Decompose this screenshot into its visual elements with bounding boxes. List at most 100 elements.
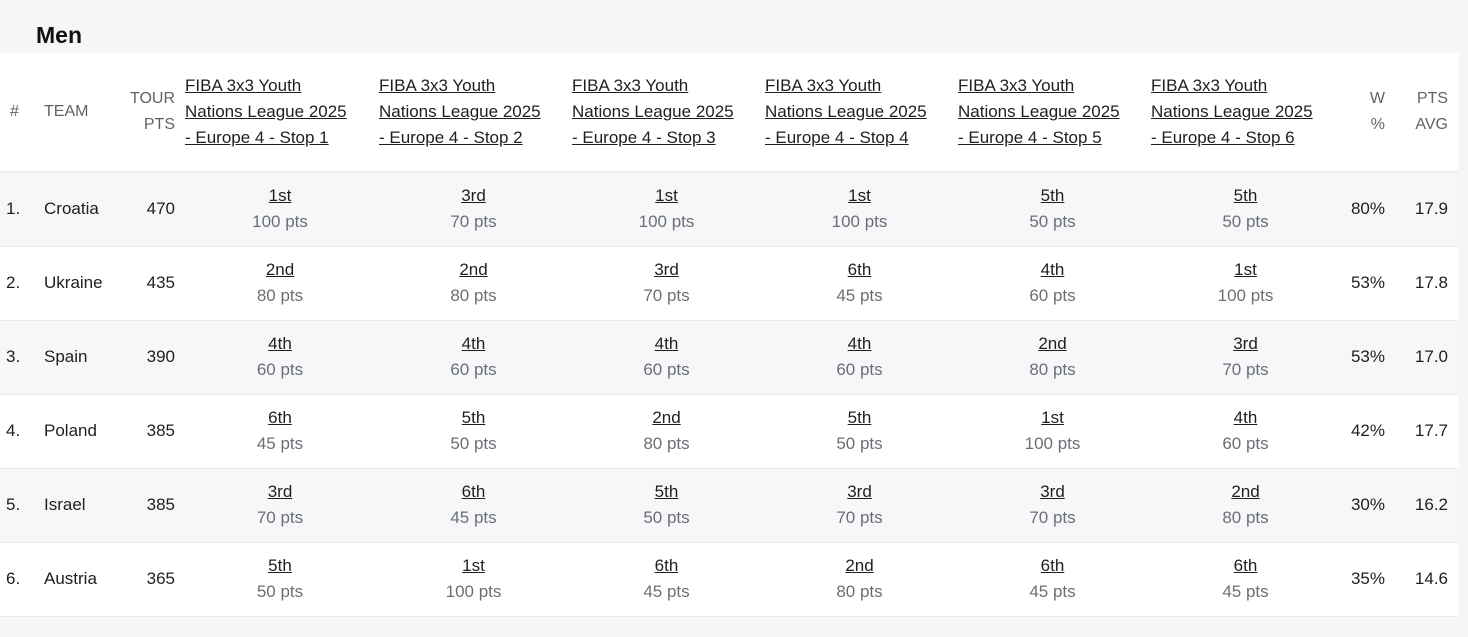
stage-place-link[interactable]: 2nd <box>265 260 295 279</box>
stage-result-cell: 2nd 80 pts <box>183 246 377 320</box>
stage-result-cell: 4th 60 pts <box>377 320 570 394</box>
stage-points: 100 pts <box>1217 286 1274 305</box>
stage-1-line2: Nations League 2025 <box>185 102 347 121</box>
stage-5-link[interactable]: FIBA 3x3 Youth Nations League 2025 - Eur… <box>958 73 1149 151</box>
stage-result-cell: 4th 60 pts <box>570 320 763 394</box>
stage-place-link[interactable]: 6th <box>654 556 679 575</box>
stage-6-link[interactable]: FIBA 3x3 Youth Nations League 2025 - Eur… <box>1151 73 1342 151</box>
win-pct-header: W % <box>1342 53 1396 173</box>
stage-result-cell: 6th 45 pts <box>377 468 570 542</box>
stage-place-link[interactable]: 1st <box>268 186 292 206</box>
pts-avg-header-line1: PTS <box>1416 90 1448 107</box>
stage-points: 80 pts <box>450 286 497 305</box>
team-cell: Poland <box>44 421 97 440</box>
stage-points: 50 pts <box>1222 212 1269 232</box>
pts-avg-cell: 17.0 <box>1414 347 1448 366</box>
stage-1-link[interactable]: FIBA 3x3 Youth Nations League 2025 - Eur… <box>185 73 377 151</box>
stage-place-link[interactable]: 2nd <box>652 408 681 427</box>
stage-4-line2: Nations League 2025 <box>765 102 927 121</box>
stage-result-cell: 5th 50 pts <box>956 172 1149 246</box>
stage-place-link[interactable]: 5th <box>847 408 872 427</box>
stage-place-link[interactable]: 4th <box>461 334 486 353</box>
stage-points: 45 pts <box>836 286 883 305</box>
stage-result-cell: 6th 45 pts <box>956 542 1149 616</box>
table-row: 5. Israel 385 3rd 70 pts 6th 45 pts 5th 50 pts 3r… <box>0 468 1458 542</box>
stage-place-link[interactable]: 4th <box>268 334 292 353</box>
stage-result-cell: 1st 100 pts <box>377 542 570 616</box>
win-pct-header-line2: % <box>1370 116 1385 133</box>
stage-place-link[interactable]: 3rd <box>1233 334 1258 353</box>
stage-5-line1: FIBA 3x3 Youth <box>958 76 1075 95</box>
stage-6-line1: FIBA 3x3 Youth <box>1151 76 1268 95</box>
stage-place-link[interactable]: 1st <box>462 556 485 575</box>
stage-place-link[interactable]: 2nd <box>459 260 488 279</box>
stage-place-link[interactable]: 3rd <box>1040 482 1065 501</box>
stage-result-cell: 5th 50 pts <box>183 542 377 616</box>
stage-place-link[interactable]: 3rd <box>461 186 486 206</box>
stage-result-cell: 2nd 80 pts <box>377 246 570 320</box>
stage-points: 70 pts <box>450 212 497 232</box>
team-cell: Israel <box>44 495 86 514</box>
stage-result-cell: 1st 100 pts <box>1149 246 1342 320</box>
stage-result-cell: 3rd 70 pts <box>570 246 763 320</box>
stage-place-link[interactable]: 5th <box>1040 186 1065 206</box>
stage-3-link[interactable]: FIBA 3x3 Youth Nations League 2025 - Eur… <box>572 73 763 151</box>
stage-place-link[interactable]: 4th <box>847 334 872 353</box>
tour-pts-header-line2: PTS <box>143 116 175 133</box>
stage-place-link[interactable]: 1st <box>655 186 678 206</box>
stage-result-cell: 6th 45 pts <box>1149 542 1342 616</box>
stage-result-cell: 6th 45 pts <box>183 394 377 468</box>
stage-points: 70 pts <box>643 286 690 305</box>
stage-4-link[interactable]: FIBA 3x3 Youth Nations League 2025 - Eur… <box>765 73 956 151</box>
win-pct-cell: 53% <box>1350 273 1385 292</box>
stage-result-cell: 3rd 70 pts <box>1149 320 1342 394</box>
stage-result-cell: 1st 100 pts <box>956 394 1149 468</box>
stage-place-link[interactable]: 3rd <box>847 482 872 501</box>
stage-place-link[interactable]: 5th <box>268 556 292 575</box>
stage-place-link[interactable]: 6th <box>847 260 872 279</box>
stage-place-link[interactable]: 5th <box>1233 186 1258 206</box>
stage-header-3: FIBA 3x3 Youth Nations League 2025 - Eur… <box>570 53 763 173</box>
stage-place-link[interactable]: 1st <box>1041 408 1064 427</box>
rank-cell: 6. <box>6 569 21 588</box>
stage-place-link[interactable]: 3rd <box>267 482 293 501</box>
section-title: Men <box>36 22 82 48</box>
stage-place-link[interactable]: 6th <box>1040 556 1065 575</box>
pts-avg-cell: 17.8 <box>1414 273 1448 292</box>
stage-2-link[interactable]: FIBA 3x3 Youth Nations League 2025 - Eur… <box>379 73 570 151</box>
stage-place-link[interactable]: 1st <box>1234 260 1257 279</box>
stage-result-cell: 5th 50 pts <box>763 394 956 468</box>
stage-header-4: FIBA 3x3 Youth Nations League 2025 - Eur… <box>763 53 956 173</box>
stage-place-link[interactable]: 6th <box>1233 556 1258 575</box>
stage-points: 45 pts <box>643 582 690 601</box>
rank-cell: 3. <box>6 347 21 366</box>
stage-points: 45 pts <box>1222 582 1269 601</box>
stage-points: 70 pts <box>1222 360 1269 379</box>
stage-place-link[interactable]: 6th <box>461 482 486 501</box>
stage-place-link[interactable]: 2nd <box>1038 334 1067 353</box>
table-header-row: # TEAM TOUR PTS FIBA 3x3 Youth Nations L… <box>0 53 1458 173</box>
stage-points: 80 pts <box>1029 360 1076 379</box>
stage-result-cell: 1st 100 pts <box>763 172 956 246</box>
stage-place-link[interactable]: 4th <box>1233 408 1258 427</box>
stage-place-link[interactable]: 3rd <box>654 260 679 279</box>
stage-place-link[interactable]: 1st <box>848 186 871 206</box>
pts-avg-cell: 14.6 <box>1414 569 1448 588</box>
stage-place-link[interactable]: 2nd <box>845 556 874 575</box>
stage-place-link[interactable]: 2nd <box>1231 482 1260 501</box>
stage-points: 50 pts <box>836 434 883 453</box>
pts-avg-cell: 17.9 <box>1414 199 1448 219</box>
rank-header: # <box>0 53 40 173</box>
stage-place-link[interactable]: 6th <box>268 408 292 427</box>
stage-result-cell: 5th 50 pts <box>1149 172 1342 246</box>
stage-place-link[interactable]: 5th <box>461 408 486 427</box>
tour-pts-cell: 385 <box>146 495 175 514</box>
stage-3-line3: - Europe 4 - Stop 3 <box>572 128 716 147</box>
stage-place-link[interactable]: 4th <box>1040 260 1065 279</box>
stage-place-link[interactable]: 4th <box>654 334 679 353</box>
stage-3-line1: FIBA 3x3 Youth <box>572 76 689 95</box>
stage-points: 70 pts <box>256 508 304 527</box>
stage-place-link[interactable]: 5th <box>654 482 679 501</box>
stage-result-cell: 2nd 80 pts <box>570 394 763 468</box>
tour-pts-cell: 385 <box>146 421 175 440</box>
